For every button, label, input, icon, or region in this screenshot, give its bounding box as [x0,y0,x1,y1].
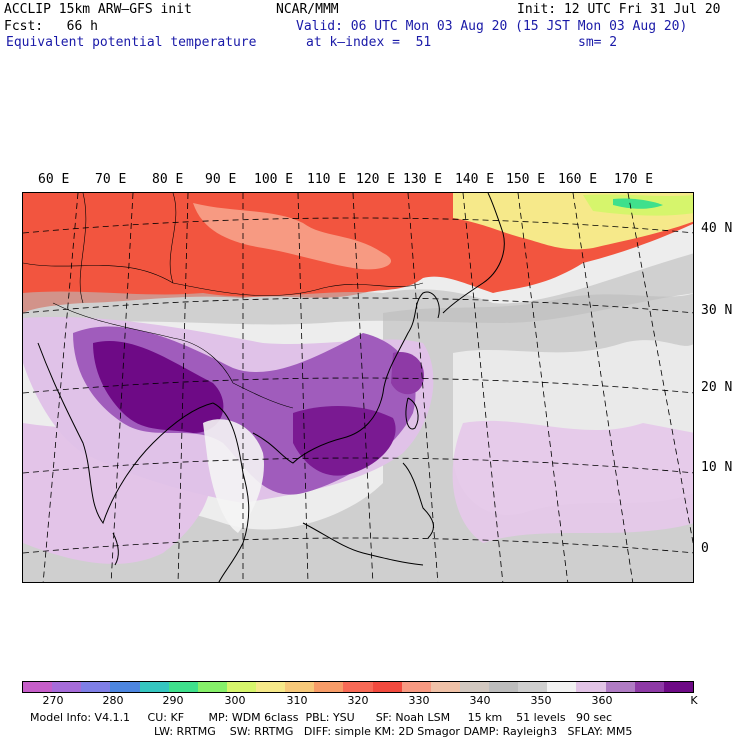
colorbar-segment [23,682,53,692]
colorbar-segment [605,682,635,692]
colorbar-segment [401,682,431,692]
colorbar-segment [314,682,344,692]
colorbar-segment [110,682,140,692]
colorbar-segment [343,682,373,692]
colorbar-segment [226,682,256,692]
colorbar-tick-label: 310 [286,694,308,707]
valid-time: Valid: 06 UTC Mon 03 Aug 20 (15 JST Mon … [296,19,688,34]
colorbar [22,681,694,693]
level-index: at k–index = 51 [306,35,432,50]
north-orange-patches [193,203,392,270]
model-info-line: Model Info: V4.1.1 CU: KF MP: WDM 6class… [30,711,613,724]
colorbar-tick-label: 320 [347,694,369,707]
longitude-label: 160 E [558,172,598,187]
longitude-label: 130 E [403,172,443,187]
south-china-sea-deep-purple [293,406,396,476]
init-time: Init: 12 UTC Fri 31 Jul 20 [517,2,721,17]
colorbar-tick-label: 270 [42,694,64,707]
northeast-cyan-patch [613,198,663,209]
colorbar-segment [489,682,519,692]
mid-latitude-pink-band [23,253,693,325]
colorbar-segment [372,682,402,692]
longitude-label: 140 E [455,172,495,187]
model-title: ACCLIP 15km ARW–GFS init [4,2,192,17]
forecast-hour: Fcst: 66 h [4,19,98,34]
colorbar-segment [547,682,577,692]
colorbar-tick-label: 300 [224,694,246,707]
longitude-label: 80 E [152,172,184,187]
colorbar-segment [139,682,169,692]
colorbar-segment [459,682,489,692]
smoothing: sm= 2 [578,35,618,50]
map-panel [22,192,694,583]
colorbar-tick-label: 330 [408,694,430,707]
latitude-label: 0 [701,541,709,556]
longitude-label: 150 E [506,172,546,187]
center-name: NCAR/MMM [276,2,339,17]
colorbar-segment [285,682,315,692]
colorbar-tick-label: 350 [530,694,552,707]
graticule [23,193,693,582]
colorbar-segment [81,682,111,692]
equivalent-potential-temperature-map [23,193,693,582]
colorbar-segment [518,682,548,692]
colorbar-segment [197,682,227,692]
latitude-label: 40 N [701,221,733,236]
colorbar-tick-label: 280 [102,694,124,707]
colorbar-segment [430,682,460,692]
colorbar-segment [52,682,82,692]
coastlines [37,193,505,582]
colorbar-segment [663,682,693,692]
longitude-label: 170 E [614,172,654,187]
physics-info-line: LW: RRTMG SW: RRTMG DIFF: simple KM: 2D … [154,725,633,738]
latitude-label: 20 N [701,380,733,395]
colorbar-unit: K [690,694,698,707]
longitude-label: 120 E [356,172,396,187]
longitude-label: 110 E [307,172,347,187]
ocean-lavender-field [452,420,693,543]
colorbar-tick-label: 290 [162,694,184,707]
latitude-label: 10 N [701,460,733,475]
country-borders [23,193,424,409]
colorbar-segment [576,682,606,692]
longitude-label: 90 E [205,172,237,187]
colorbar-segment [256,682,286,692]
longitude-label: 70 E [95,172,127,187]
longitude-label: 60 E [38,172,70,187]
variable-name: Equivalent potential temperature [6,35,257,50]
colorbar-tick-label: 340 [469,694,491,707]
longitude-label: 100 E [254,172,294,187]
taiwan-purple-patch [391,352,424,395]
monsoon-deep-purple-core [93,341,224,433]
colorbar-tick-label: 360 [591,694,613,707]
colorbar-segment [634,682,664,692]
colorbar-segment [168,682,198,692]
latitude-label: 30 N [701,303,733,318]
